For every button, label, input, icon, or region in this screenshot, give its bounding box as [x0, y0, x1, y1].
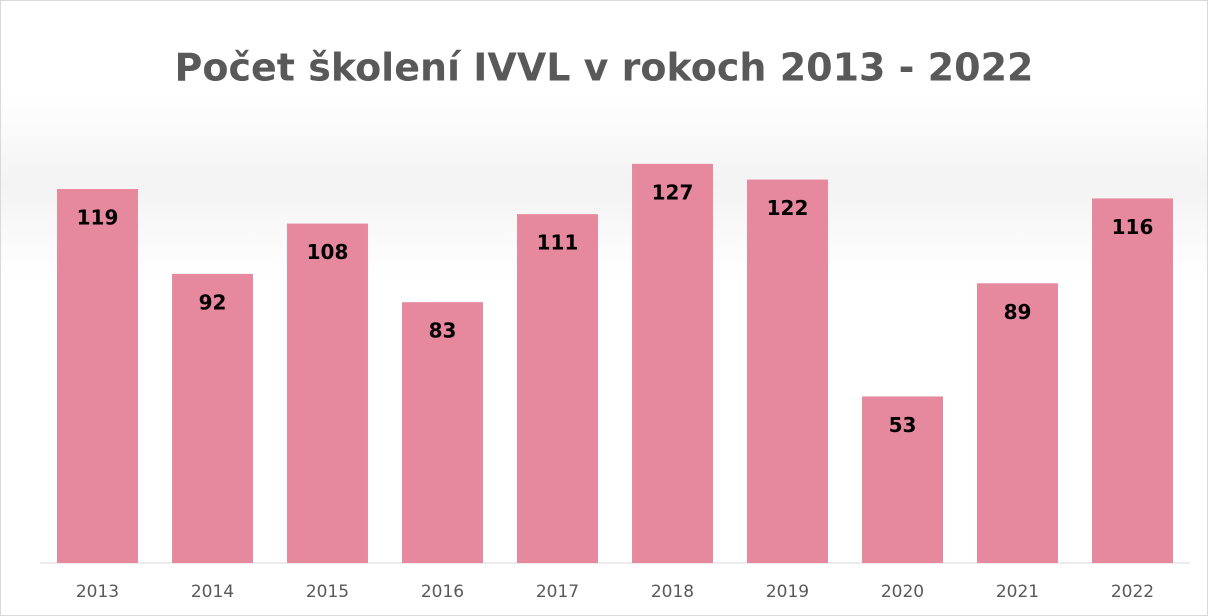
x-tick-label: 2013 [76, 582, 119, 602]
bar [517, 214, 598, 563]
data-label: 108 [307, 240, 349, 264]
chart-title: Počet školení IVVL v rokoch 2013 - 2022 [175, 46, 1034, 90]
x-tick-label: 2016 [421, 582, 464, 602]
data-label: 89 [1004, 300, 1032, 324]
bar [57, 189, 138, 563]
x-tick-label: 2019 [766, 582, 809, 602]
data-label: 83 [429, 319, 457, 343]
x-tick-label: 2022 [1111, 582, 1154, 602]
data-label: 119 [77, 206, 119, 230]
data-label: 127 [652, 180, 694, 204]
bar [172, 273, 253, 563]
bar [977, 283, 1058, 563]
x-tick-label: 2021 [996, 582, 1039, 602]
bar [287, 223, 368, 564]
bar [747, 179, 828, 564]
x-tick-label: 2017 [536, 582, 579, 602]
bar [1092, 198, 1173, 563]
data-label: 111 [537, 231, 579, 255]
x-tick-label: 2015 [306, 582, 349, 602]
data-label: 122 [767, 196, 809, 220]
x-tick-label: 2018 [651, 582, 694, 602]
x-tick-label: 2014 [191, 582, 234, 602]
data-label: 92 [199, 290, 227, 314]
data-label: 116 [1112, 215, 1154, 239]
data-label: 53 [889, 413, 917, 437]
bar [632, 163, 713, 563]
x-tick-label: 2020 [881, 582, 924, 602]
bar [402, 302, 483, 563]
bar [862, 396, 943, 563]
